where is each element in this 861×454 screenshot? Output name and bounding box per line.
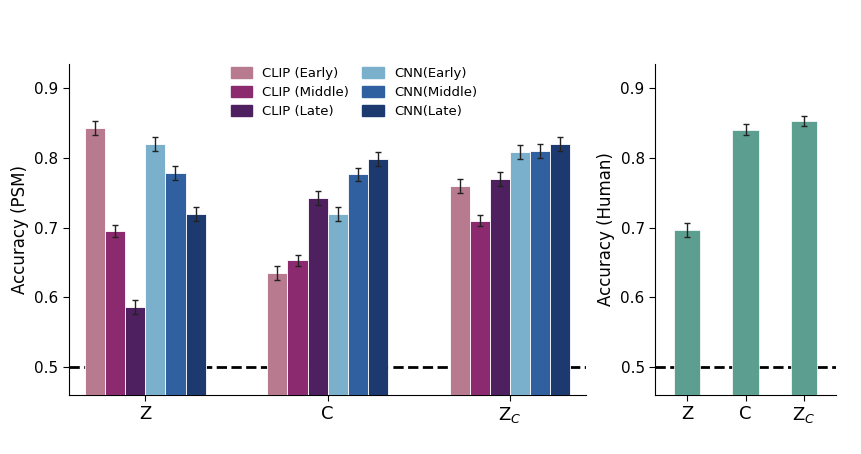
Legend: CLIP (Early), CLIP (Middle), CLIP (Late), CNN(Early), CNN(Middle), CNN(Late): CLIP (Early), CLIP (Middle), CLIP (Late)…	[231, 67, 477, 118]
Bar	[165, 173, 185, 454]
Bar	[105, 231, 125, 454]
Bar	[790, 121, 816, 454]
Y-axis label: Accuracy (PSM): Accuracy (PSM)	[10, 165, 28, 294]
Bar	[367, 159, 387, 454]
Bar	[85, 128, 105, 454]
Bar	[125, 307, 146, 454]
Bar	[307, 198, 327, 454]
Bar	[327, 213, 347, 454]
Bar	[489, 179, 509, 454]
Bar	[146, 144, 165, 454]
Bar	[509, 152, 530, 454]
Bar	[549, 144, 569, 454]
Bar	[449, 186, 469, 454]
Bar	[288, 260, 307, 454]
Y-axis label: Accuracy (Human): Accuracy (Human)	[596, 153, 614, 306]
Bar	[347, 174, 367, 454]
Bar	[469, 221, 489, 454]
Bar	[267, 273, 288, 454]
Bar	[530, 151, 549, 454]
Bar	[732, 130, 758, 454]
Bar	[673, 230, 699, 454]
Bar	[185, 213, 205, 454]
